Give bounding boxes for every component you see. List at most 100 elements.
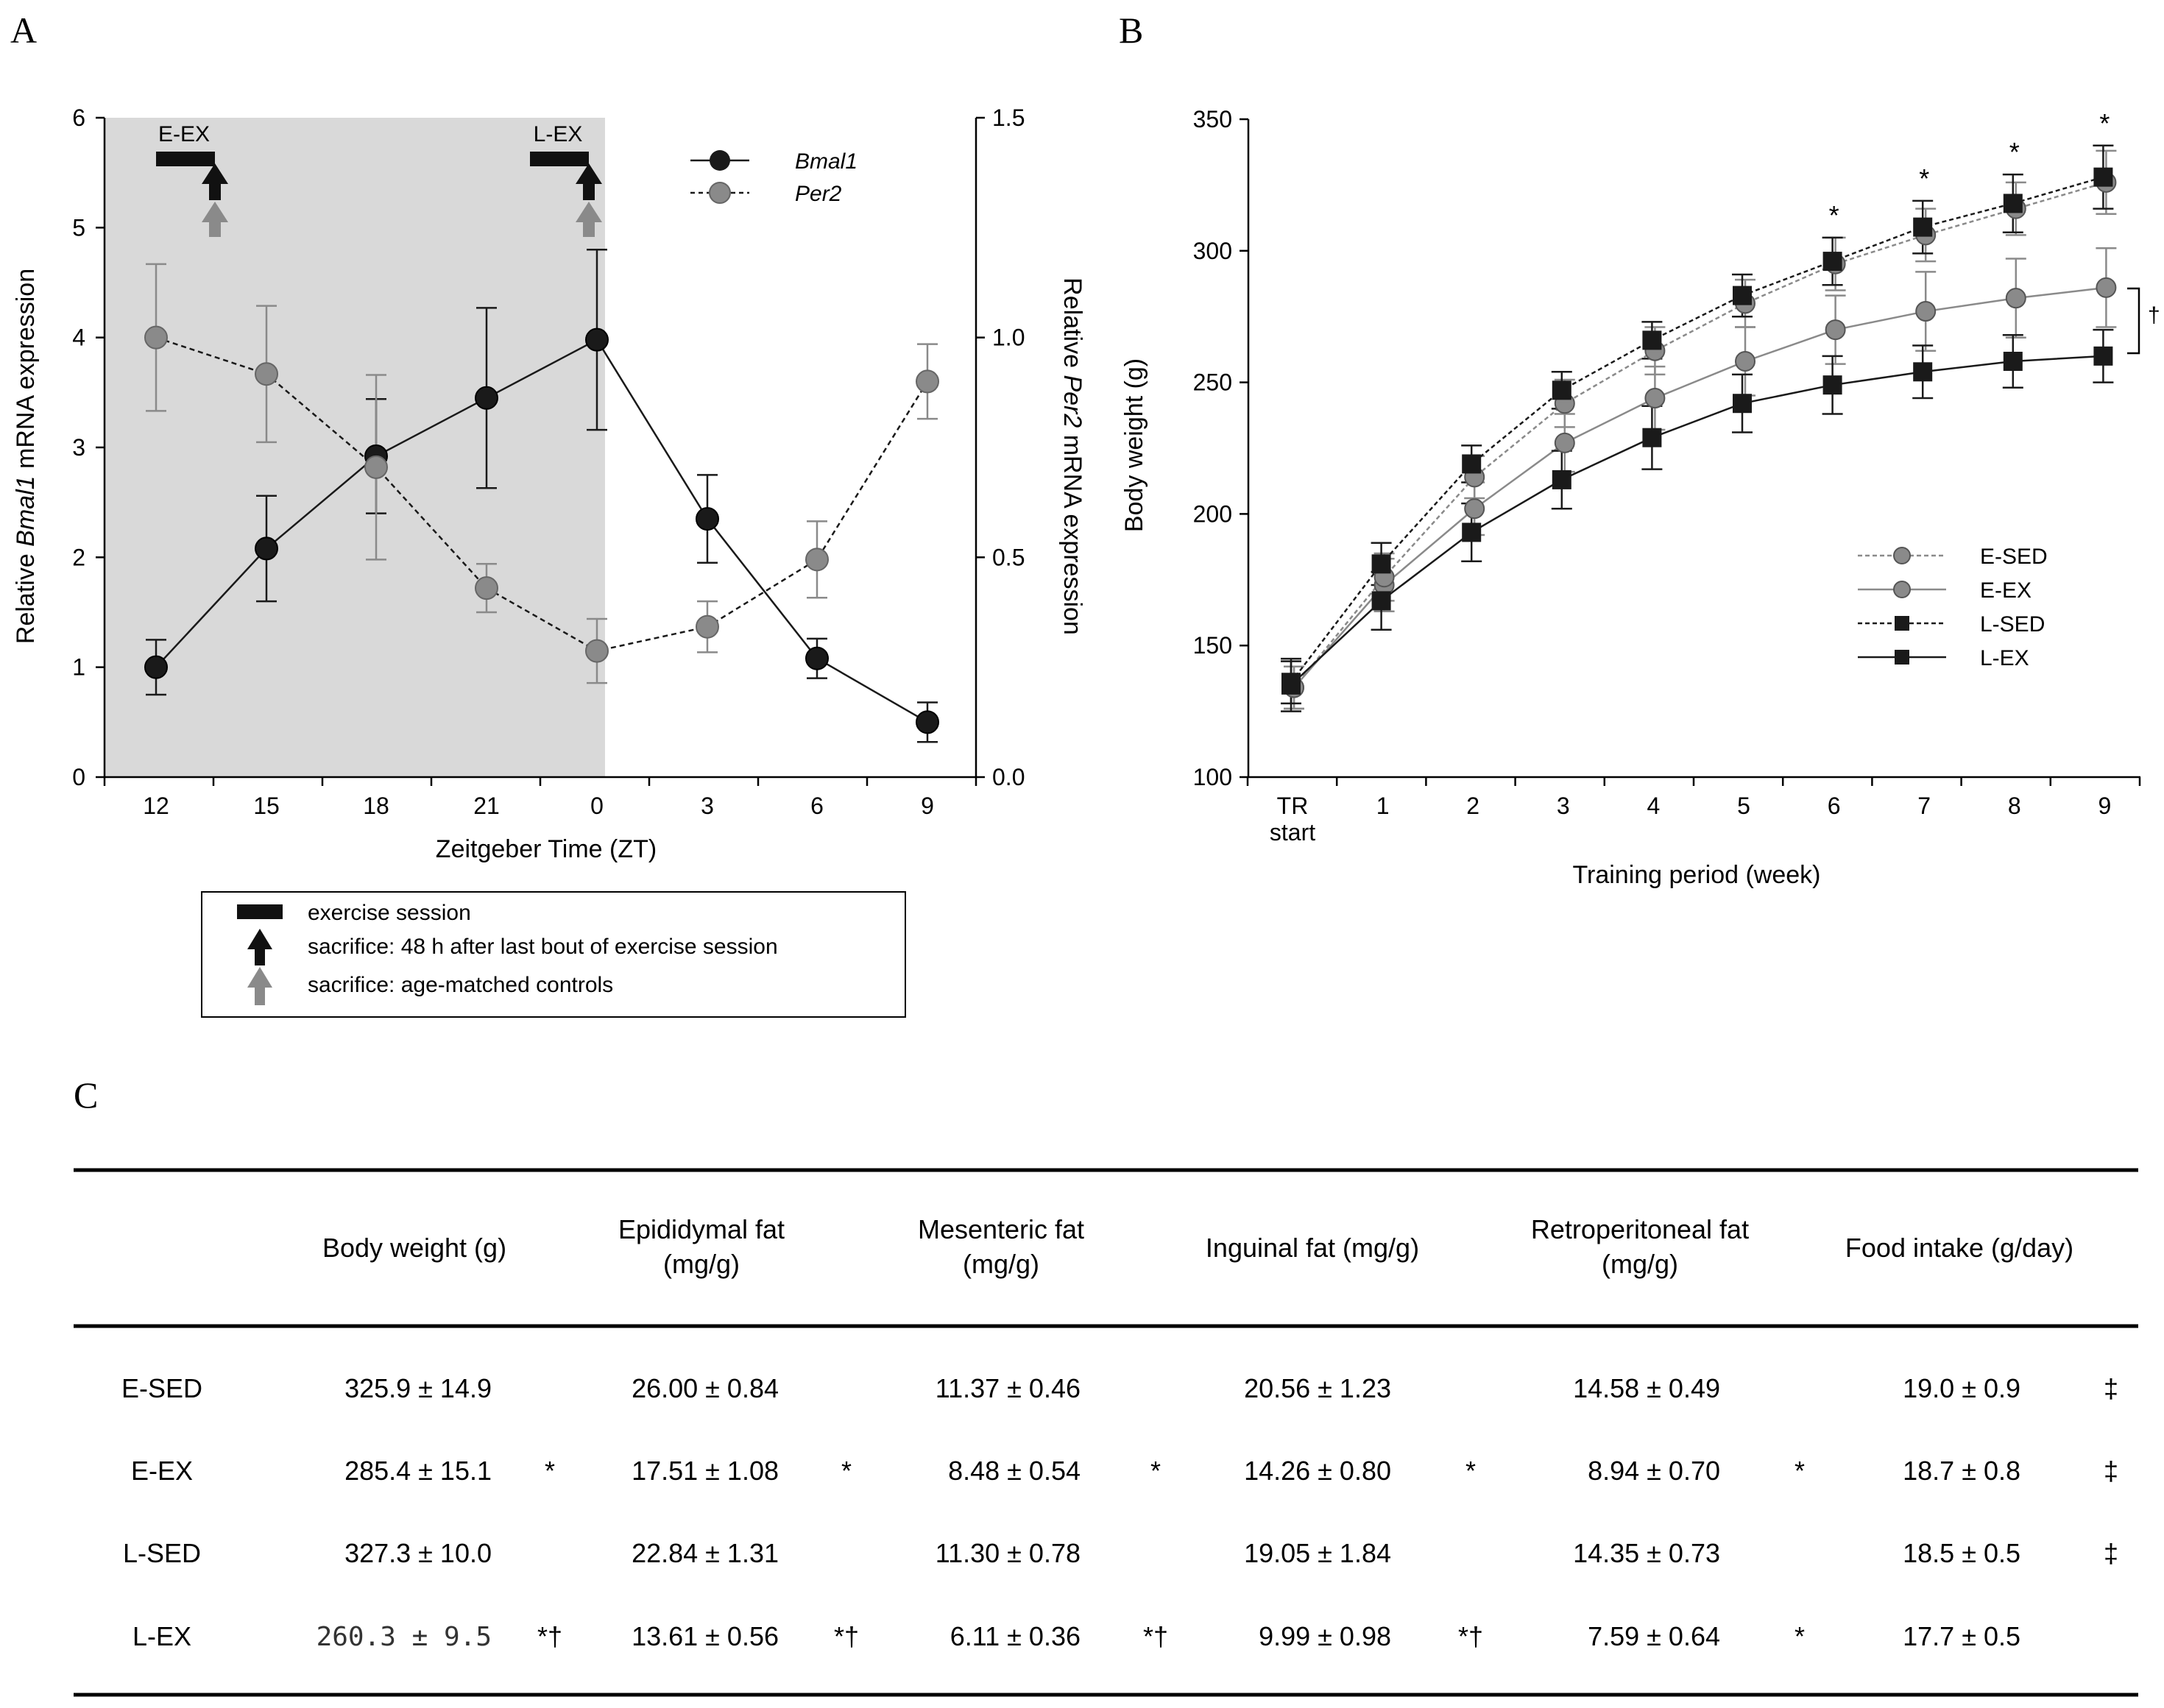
- panel-a-x-tick-label: 0: [590, 793, 604, 819]
- series-l-ex-point: [1552, 469, 1571, 489]
- key-black-arrow-icon: [247, 929, 272, 965]
- table-row-label: E-EX: [131, 1456, 193, 1486]
- series-l-sed-line: [1290, 176, 2104, 684]
- bracket-dagger: †: [2148, 303, 2160, 327]
- legend-l-ex-marker: [1895, 650, 1909, 665]
- table-cell-value: 22.84 ± 1.31: [632, 1538, 779, 1568]
- table-row-label: L-EX: [132, 1621, 191, 1651]
- table-cell-value: 14.26 ± 0.80: [1244, 1456, 1391, 1486]
- series-per2-point: [916, 369, 939, 394]
- series-bmal1-point: [916, 710, 939, 734]
- legend-per2-label: Per2: [795, 182, 842, 206]
- series-e-ex-point: [1464, 498, 1485, 520]
- series-bmal1-line: [155, 339, 928, 723]
- legend-bmal1-label: Bmal1: [795, 149, 858, 174]
- panel-a-left-tick-label: 6: [72, 104, 85, 131]
- panel-a-left-tick-label: 4: [72, 325, 85, 351]
- bracket-line: [2127, 287, 2140, 355]
- series-l-sed-point: [2003, 194, 2023, 213]
- panel-b-x-tick-label: start: [1270, 819, 1315, 846]
- panel-b-y-tick-label: 250: [1193, 369, 1232, 396]
- panel-b-y-tick-label: 150: [1193, 632, 1232, 659]
- table-cell-value: 17.7 ± 0.5: [1903, 1621, 2020, 1651]
- series-e-ex-line: [1293, 286, 2107, 689]
- series-per2-point: [144, 325, 168, 350]
- panel-a-left-tick-label: 1: [72, 654, 85, 681]
- table-cell-value: 14.58 ± 0.49: [1573, 1373, 1720, 1403]
- series-l-sed-point: [1913, 217, 1933, 237]
- table-header-cell: Inguinal fat (mg/g): [1206, 1233, 1419, 1263]
- series-e-ex-point: [2005, 288, 2026, 309]
- panel-a-key-box: exercise session sacrifice: 48 h after l…: [201, 891, 906, 1018]
- table-header-cell: Epididymal fat: [618, 1214, 785, 1244]
- exercise-marker-label: E-EX: [158, 122, 210, 146]
- table-cell-value: 327.3 ± 10.0: [344, 1538, 492, 1568]
- key-gray-arrow-icon: [247, 967, 272, 1005]
- series-per2-point: [585, 639, 609, 663]
- table-cell-value: 7.59 ± 0.64: [1588, 1621, 1720, 1651]
- table-header-cell: Retroperitoneal fat: [1531, 1214, 1749, 1244]
- series-e-ex-point: [1915, 301, 1937, 322]
- series-per2-point: [364, 455, 388, 479]
- panel-label-b: B: [1119, 10, 1143, 51]
- series-l-sed-point: [1281, 673, 1301, 692]
- table-header-cell: Body weight (g): [322, 1233, 506, 1263]
- panel-a-right-tick-label: 0.5: [992, 544, 1025, 570]
- table-header-cell: Food intake (g/day): [1845, 1233, 2073, 1263]
- legend-l-ex-label: L-EX: [1980, 646, 2029, 670]
- series-bmal1-point: [144, 655, 168, 679]
- series-l-ex-point: [1462, 522, 1482, 542]
- legend-e-ex-label: E-EX: [1980, 578, 2032, 603]
- table-cell-value: 325.9 ± 14.9: [344, 1373, 492, 1403]
- table-cell-value: 6.11 ± 0.36: [950, 1621, 1081, 1651]
- panel-a-left-tick-label: 2: [72, 544, 85, 570]
- panel-a-x-tick-label: 3: [701, 793, 714, 819]
- series-l-ex-point: [2003, 351, 2023, 371]
- series-l-ex-point: [1642, 428, 1662, 447]
- key-exercise-label: exercise session: [308, 901, 471, 925]
- significance-star: *: [1919, 163, 1929, 194]
- panel-b-x-tick-label: 1: [1376, 793, 1390, 819]
- table-cell-value: 19.0 ± 0.9: [1903, 1373, 2020, 1403]
- sacrifice-black-arrow-icon: [202, 163, 228, 200]
- panel-b-y-tick-label: 100: [1193, 764, 1232, 790]
- table-cell-mark: *†: [834, 1621, 859, 1651]
- table-cell-value: 8.94 ± 0.70: [1588, 1456, 1720, 1486]
- panel-b-x-tick-label: 5: [1737, 793, 1750, 819]
- series-l-sed-point: [1371, 554, 1391, 574]
- series-per2-point: [255, 362, 278, 386]
- series-per2-line: [155, 336, 929, 652]
- series-l-ex-point: [1822, 375, 1842, 395]
- table-cell-mark: ‡: [2104, 1456, 2118, 1486]
- panel-label-a: A: [10, 10, 37, 51]
- series-per2-point: [805, 548, 829, 572]
- series-l-sed-point: [1462, 454, 1482, 474]
- table-cell-mark: *†: [1458, 1621, 1483, 1651]
- panel-b-y-axis-label: Body weight (g): [1120, 358, 1148, 532]
- table-cell-value: 20.56 ± 1.23: [1244, 1373, 1391, 1403]
- panel-a-left-tick-label: 5: [72, 214, 85, 241]
- series-e-ex-point: [1554, 432, 1575, 453]
- panel-a-right-tick-label: 1.0: [992, 325, 1025, 351]
- panel-b-x-tick-label: 2: [1466, 793, 1479, 819]
- series-e-sed-line: [1293, 181, 2107, 689]
- key-sacrifice-control-label: sacrifice: age-matched controls: [308, 973, 613, 997]
- panel-a-x-tick-label: 15: [253, 793, 280, 819]
- table-cell-value: 19.05 ± 1.84: [1244, 1538, 1391, 1568]
- exercise-marker-label: L-EX: [534, 122, 583, 146]
- series-bmal1-point: [696, 507, 719, 531]
- table-cell-mark: *†: [537, 1621, 562, 1651]
- panel-a-right-y-axis-label: Relative Per2 mRNA expression: [1058, 277, 1086, 635]
- sacrifice-black-arrow-icon: [576, 163, 602, 200]
- table-cell-value: 260.3 ± 9.5: [317, 1622, 492, 1652]
- legend-e-ex-marker: [1893, 581, 1911, 598]
- legend-l-sed-marker: [1895, 616, 1909, 631]
- significance-star: *: [1829, 200, 1839, 230]
- table-header-cell: (mg/g): [1602, 1249, 1678, 1279]
- series-bmal1-point: [255, 536, 278, 561]
- table-header-cell: (mg/g): [663, 1249, 740, 1279]
- table-cell-mark: *: [1465, 1456, 1476, 1486]
- table-row-label: E-SED: [121, 1373, 202, 1403]
- table-header-cell: Mesenteric fat: [918, 1214, 1084, 1244]
- table-cell-value: 14.35 ± 0.73: [1573, 1538, 1720, 1568]
